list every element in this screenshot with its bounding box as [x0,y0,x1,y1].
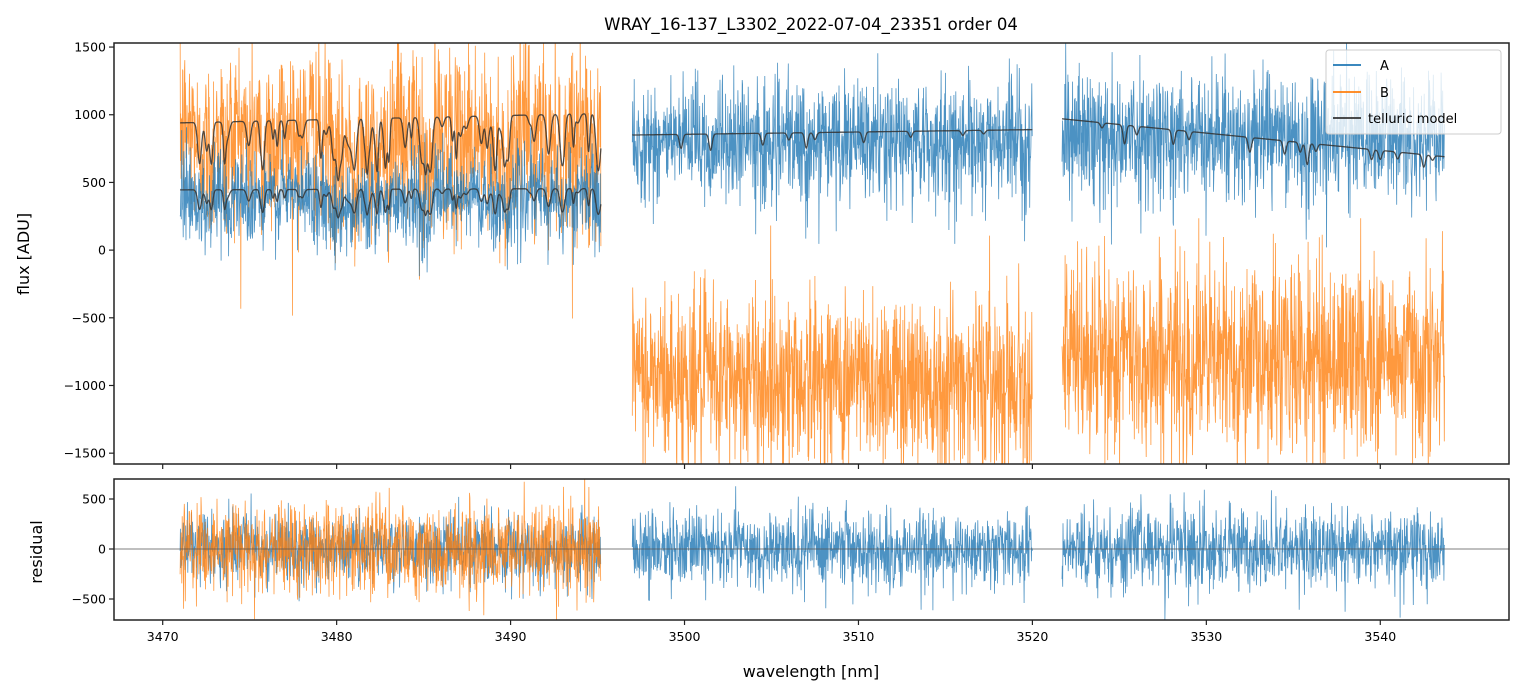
x-tick-label: 3500 [669,629,701,644]
residual-y-ticks: 500 0 −500 [72,492,114,607]
flux-x-ticks [162,464,1381,469]
x-axis-label: wavelength [nm] [743,662,880,681]
y-tick-label: 1000 [74,107,106,122]
x-tick-label: 3470 [147,629,179,644]
telluric-model-line [180,113,602,182]
telluric-model-line [180,187,602,219]
legend-label-b: B [1380,86,1389,101]
series-a-line [631,53,1033,244]
flux-y-ticks: 1500 1000 500 0 −500 −1000 −1500 [64,40,114,461]
chart-title: WRAY_16-137_L3302_2022-07-04_23351 order… [604,15,1018,35]
residual-panel: 500 0 −500 3470 3480 3490 3500 3510 3520 3530 354… [27,478,1510,681]
x-tick-label: 3490 [495,629,527,644]
series-b-line [1061,218,1445,464]
series-b-line [631,225,1033,464]
y-tick-label: −500 [72,592,106,607]
y-tick-label: 0 [98,542,106,557]
flux-y-axis-label: flux [ADU] [14,213,33,295]
flux-plot-area [179,43,1445,464]
y-tick-label: 500 [82,175,106,190]
flux-axes-frame [113,42,1510,465]
y-tick-label: 1500 [74,40,106,55]
x-tick-label: 3480 [321,629,353,644]
residual-x-ticks: 3470 3480 3490 3500 3510 3520 3530 3540 [147,620,1396,644]
flux-panel: 1500 1000 500 0 −500 −1000 −1500 flux [ADU] A … [14,40,1510,469]
x-tick-label: 3530 [1190,629,1222,644]
x-tick-label: 3540 [1364,629,1396,644]
y-tick-label: 0 [98,243,106,258]
y-tick-label: −1500 [64,446,106,461]
legend-label-a: A [1380,59,1389,74]
y-tick-label: 500 [82,492,106,507]
series-b-line [179,43,602,319]
legend: A B telluric model [1325,49,1502,135]
legend-label-telluric: telluric model [1368,112,1457,127]
series-a-line [179,127,602,277]
residual-a-line [631,486,1033,611]
x-tick-label: 3520 [1016,629,1048,644]
x-tick-label: 3510 [843,629,875,644]
residual-b-line [179,479,602,620]
residual-y-axis-label: residual [27,520,46,583]
y-tick-label: −1000 [64,378,106,393]
telluric-model-line [1062,118,1445,168]
residual-a-line [1061,489,1445,620]
y-tick-label: −500 [72,310,106,325]
legend-box [1325,49,1502,135]
telluric-model-line [632,128,1033,151]
residual-plot-area [114,479,1509,620]
